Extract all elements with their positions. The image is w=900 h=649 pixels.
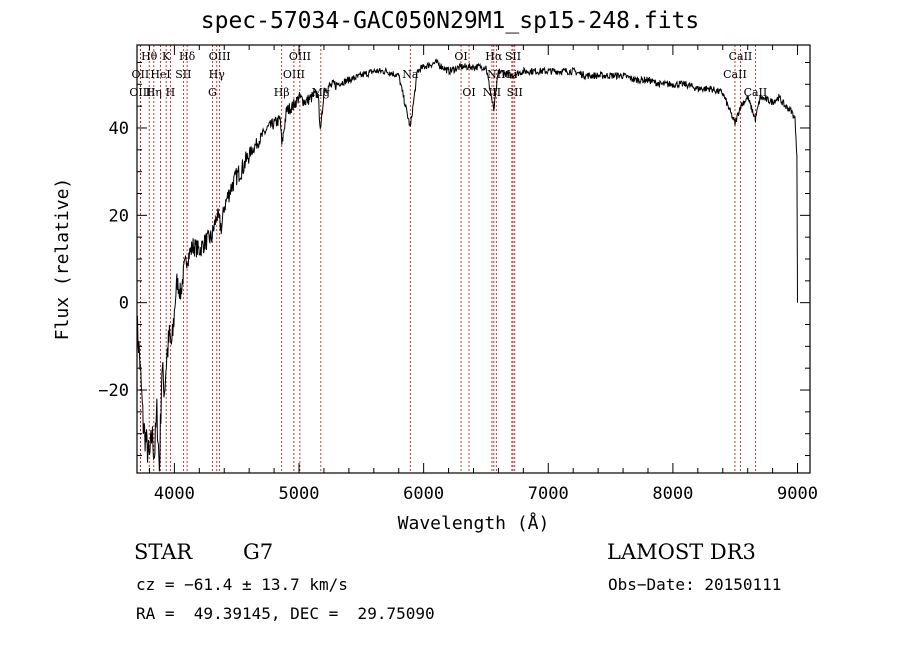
line-label: Hγ <box>209 68 226 81</box>
x-tick-label: 7000 <box>528 484 569 504</box>
line-label: K <box>162 50 171 63</box>
line-label: Hθ <box>141 50 158 63</box>
line-label: CaII <box>729 50 753 63</box>
line-label: SII <box>175 68 191 81</box>
y-tick-label: 40 <box>109 119 129 139</box>
y-axis-ticks: −20 0 20 40 <box>98 61 810 457</box>
chart-title: spec-57034-GAC050N29M1_sp15-248.fits <box>200 8 700 34</box>
line-label: H <box>166 86 176 99</box>
x-tick-label: 6000 <box>403 484 444 504</box>
obs-date: Obs−Date: 20150111 <box>608 575 782 594</box>
line-label: SII <box>505 50 521 63</box>
survey-label: LAMOST DR3 <box>607 540 756 564</box>
y-tick-label: 0 <box>119 294 129 314</box>
plot-frame <box>136 44 811 474</box>
spectrum-line <box>136 58 798 472</box>
x-axis-label: Wavelength (Å) <box>398 512 550 534</box>
redshift: cz = −61.4 ± 13.7 km/s <box>136 575 348 594</box>
line-label: Hβ <box>274 86 290 99</box>
y-tick-label: −20 <box>98 381 129 401</box>
line-label: OIII <box>283 68 305 81</box>
line-label: G <box>208 86 217 99</box>
line-label: CaII <box>723 68 747 81</box>
y-tick-label: 20 <box>109 206 129 226</box>
line-label: OIII <box>129 86 151 99</box>
line-label: Hδ <box>179 50 196 63</box>
star-subclass: G7 <box>243 540 274 564</box>
y-axis-label: Flux (relative) <box>52 178 73 341</box>
line-label: OI <box>462 86 475 99</box>
x-tick-label: 5000 <box>279 484 320 504</box>
x-tick-label: 9000 <box>777 484 818 504</box>
line-label: CaII <box>744 86 768 99</box>
line-label: Na <box>402 68 419 81</box>
line-label: OI <box>454 50 467 63</box>
star-class: STAR <box>134 540 193 564</box>
line-label: OIII <box>209 50 231 63</box>
line-label: SII <box>507 86 523 99</box>
line-label: Hη <box>146 86 162 99</box>
line-label: Hα <box>485 50 503 63</box>
x-axis-ticks: 4000 5000 6000 7000 8000 9000 <box>148 45 818 504</box>
line-label: HeI <box>150 68 170 81</box>
line-label: OIII <box>289 50 311 63</box>
x-tick-label: 4000 <box>154 484 195 504</box>
spectral-line-markers <box>139 45 756 473</box>
line-label: OII <box>132 68 150 81</box>
x-tick-label: 8000 <box>652 484 693 504</box>
coordinates: RA = 49.39145, DEC = 29.75090 <box>136 604 435 623</box>
